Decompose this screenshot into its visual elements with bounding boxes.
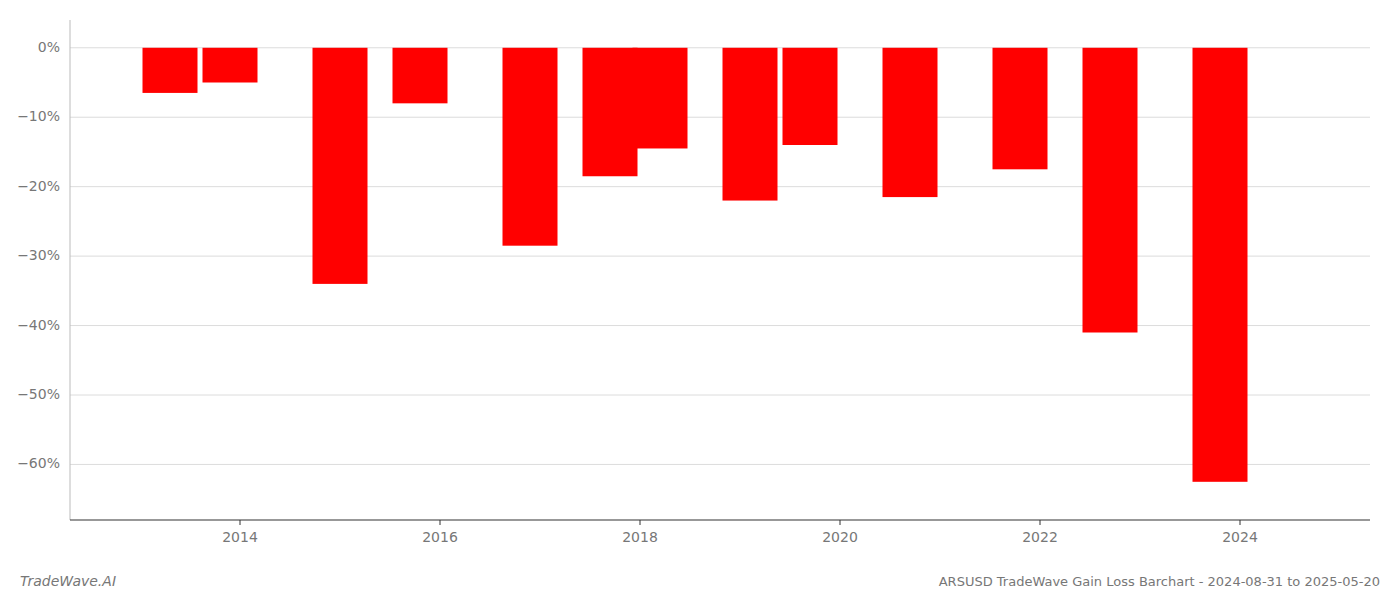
bar <box>723 48 778 201</box>
grid-line <box>70 325 1370 326</box>
x-ticks: 2014 2016 2018 2020 2022 2024 <box>222 520 1258 545</box>
bar <box>783 48 838 145</box>
chart-container: 0%−10%−20%−30%−40%−50%−60%20142016201820… <box>0 0 1400 600</box>
chart: 0%−10%−20%−30%−40%−50%−60%20142016201820… <box>0 0 1400 600</box>
y-tick-label: −10% <box>17 108 60 124</box>
x-tick <box>640 520 641 525</box>
bar <box>1193 48 1248 482</box>
grid-line <box>70 117 1370 118</box>
y-tick-label: 0% <box>38 39 60 55</box>
x-tick-label: 2016 <box>422 529 458 545</box>
y-tick-label: −50% <box>17 386 60 402</box>
grid-line <box>70 186 1370 187</box>
x-tick <box>1040 520 1041 525</box>
grid-line <box>70 464 1370 465</box>
watermark: TradeWave.AI <box>20 573 116 589</box>
bar <box>583 48 638 176</box>
bar <box>1083 48 1138 333</box>
y-tick-label: −30% <box>17 247 60 263</box>
y-tick-label: −40% <box>17 317 60 333</box>
title: ARSUSD TradeWave Gain Loss Barchart - 20… <box>939 574 1380 589</box>
x-axis-line <box>70 519 1370 520</box>
x-tick <box>1240 520 1241 525</box>
y-tick-labels: 0% −10% −20% −30% −40% −50% −60% <box>17 39 60 472</box>
x-tick-label: 2024 <box>1222 529 1258 545</box>
background <box>0 0 1400 600</box>
x-tick-label: 2022 <box>1022 529 1058 545</box>
y-axis-line <box>70 20 71 520</box>
y-tick-label: −20% <box>17 178 60 194</box>
grid-line <box>70 395 1370 396</box>
bar <box>313 48 368 284</box>
x-tick <box>240 520 241 525</box>
bar <box>633 48 688 149</box>
grid-line <box>70 47 1370 48</box>
bar <box>393 48 448 104</box>
x-tick-label: 2020 <box>822 529 858 545</box>
bar <box>993 48 1048 170</box>
bar <box>203 48 258 83</box>
x-tick <box>440 520 441 525</box>
bars <box>143 48 1248 482</box>
x-tick-label: 2014 <box>222 529 258 545</box>
x-tick-label: 2018 <box>622 529 658 545</box>
y-grid <box>70 48 1370 465</box>
bar <box>143 48 198 93</box>
x-tick <box>840 520 841 525</box>
bar <box>883 48 938 197</box>
bar <box>503 48 558 246</box>
y-tick-label: −60% <box>17 455 60 471</box>
grid-line <box>70 256 1370 257</box>
